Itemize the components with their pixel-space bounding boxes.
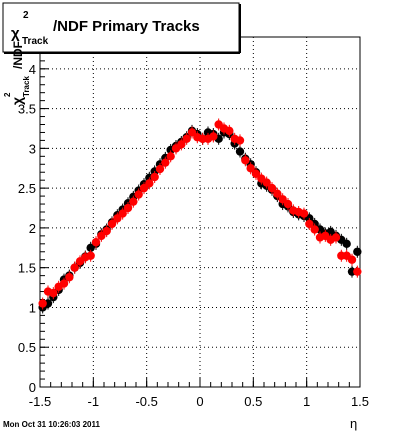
data-point-series-2: [246, 164, 255, 173]
data-point-series-2: [70, 263, 79, 272]
y-label-rest: /NDF: [11, 41, 25, 69]
data-point-series-2: [150, 172, 159, 182]
data-point-series-2: [305, 219, 314, 229]
y-tick-label: 0: [29, 380, 36, 395]
data-point-series-2: [262, 178, 271, 187]
data-point-series-2: [155, 164, 165, 174]
data-point-series-2: [129, 197, 138, 206]
data-point-series-2: [209, 132, 218, 141]
y-tick-label: 2: [29, 221, 36, 236]
chart-title-box: χ 2 Track /NDF Primary Tracks: [2, 2, 241, 54]
data-point-series-1: [353, 247, 362, 256]
data-point-series-2: [86, 251, 95, 260]
x-tick-label: 1.5: [351, 394, 369, 409]
y-tick-label: 3.5: [18, 102, 36, 117]
axis-ticks: -1.5 -1 -0.5 0 0.5 1 1.5 0 0.5 1 1.5 2 2.5 3 3.5 4: [18, 36, 369, 409]
data-point-series-2: [353, 267, 362, 276]
grid-lines: [40, 37, 360, 387]
title-superscript: 2: [23, 10, 29, 21]
data-point-series-2: [123, 203, 133, 213]
title-subscript: Track: [22, 36, 49, 47]
y-tick-label: 3: [29, 141, 36, 156]
data-point-series-1: [342, 239, 351, 249]
data-point-series-2: [145, 179, 154, 188]
y-tick-label: 4: [29, 62, 36, 77]
y-label-subscript: Track: [22, 76, 31, 97]
y-label-chi: χ: [9, 97, 25, 105]
x-tick-label: 0: [196, 394, 203, 409]
data-point-series-2: [118, 209, 127, 218]
data-point-series-2: [161, 158, 170, 167]
data-point-series-2: [267, 183, 277, 193]
data-point-series-2: [241, 156, 250, 165]
title-chi: χ: [11, 25, 20, 42]
x-tick-label: 0.5: [244, 394, 262, 409]
data-point-series-2: [331, 233, 341, 242]
y-tick-label: 0.5: [18, 340, 36, 355]
x-axis-label: η: [350, 416, 357, 431]
data-point-series-2: [134, 190, 143, 199]
y-tick-label: 1: [29, 300, 36, 315]
data-points: [38, 118, 362, 314]
data-point-series-2: [273, 189, 282, 198]
data-point-series-2: [347, 255, 357, 264]
data-point-series-2: [102, 226, 111, 236]
data-point-series-2: [38, 299, 47, 308]
y-tick-label: 1.5: [18, 261, 36, 276]
x-tick-label: -1: [88, 394, 100, 409]
data-point-series-2: [65, 273, 74, 282]
data-point-series-2: [310, 225, 319, 234]
x-tick-label: 1: [303, 394, 310, 409]
data-point-series-2: [283, 199, 293, 209]
timestamp: Mon Oct 31 10:26:03 2011: [3, 420, 100, 429]
data-point-series-2: [107, 219, 117, 229]
data-point-series-2: [59, 279, 69, 288]
data-point-series-1: [235, 147, 245, 156]
data-point-series-2: [49, 288, 58, 298]
data-point-series-2: [182, 134, 191, 144]
data-point-series-2: [235, 136, 245, 145]
data-point-series-2: [166, 152, 175, 161]
y-tick-label: 2.5: [18, 181, 36, 196]
x-tick-label: -1.5: [29, 394, 51, 409]
data-point-series-2: [91, 238, 101, 247]
chart-title: /NDF Primary Tracks: [53, 18, 200, 35]
x-tick-label: -0.5: [135, 394, 157, 409]
data-point-series-2: [225, 126, 234, 136]
data-point-series-2: [177, 140, 186, 149]
y-axis-label: χ 2 Track /NDF: [3, 41, 31, 105]
data-point-series-2: [299, 209, 309, 218]
y-label-superscript: 2: [3, 92, 12, 97]
